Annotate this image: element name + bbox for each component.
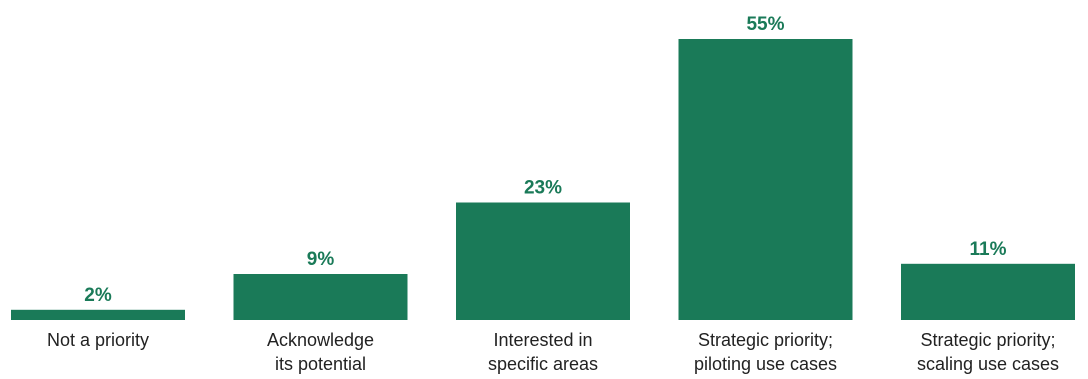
category-label-4: Strategic priority; piloting use cases	[694, 330, 837, 374]
bars	[11, 39, 1075, 320]
bar-5	[901, 263, 1075, 320]
category-labels: Not a priority Acknowledge its potential In…	[47, 330, 1059, 374]
bar-value-label-2: 9%	[307, 249, 335, 270]
category-label-line: scaling use cases	[917, 354, 1059, 374]
category-label-line: Acknowledge	[267, 330, 374, 350]
category-label-1: Not a priority	[47, 330, 149, 350]
category-label-3: Interested in specific areas	[488, 330, 598, 374]
category-label-5: Strategic priority; scaling use cases	[917, 330, 1059, 374]
bar-value-label-1: 2%	[84, 285, 112, 306]
category-label-line: Interested in	[493, 330, 592, 350]
bar-value-label-4: 55%	[746, 14, 784, 35]
bar-3	[456, 202, 630, 320]
bar-value-label-3: 23%	[524, 178, 562, 199]
value-labels: 2% 9% 23% 55% 11%	[84, 14, 1006, 306]
category-label-line: its potential	[275, 354, 366, 374]
category-label-2: Acknowledge its potential	[267, 330, 374, 374]
category-label-line: piloting use cases	[694, 354, 837, 374]
bar-4	[678, 39, 853, 320]
category-label-line: Strategic priority;	[920, 330, 1055, 350]
bar-value-label-5: 11%	[970, 239, 1007, 260]
category-label-line: specific areas	[488, 354, 598, 374]
category-label-line: Strategic priority;	[698, 330, 833, 350]
category-label-line: Not a priority	[47, 330, 149, 350]
bar-2	[233, 274, 408, 320]
bar-1	[11, 309, 185, 320]
